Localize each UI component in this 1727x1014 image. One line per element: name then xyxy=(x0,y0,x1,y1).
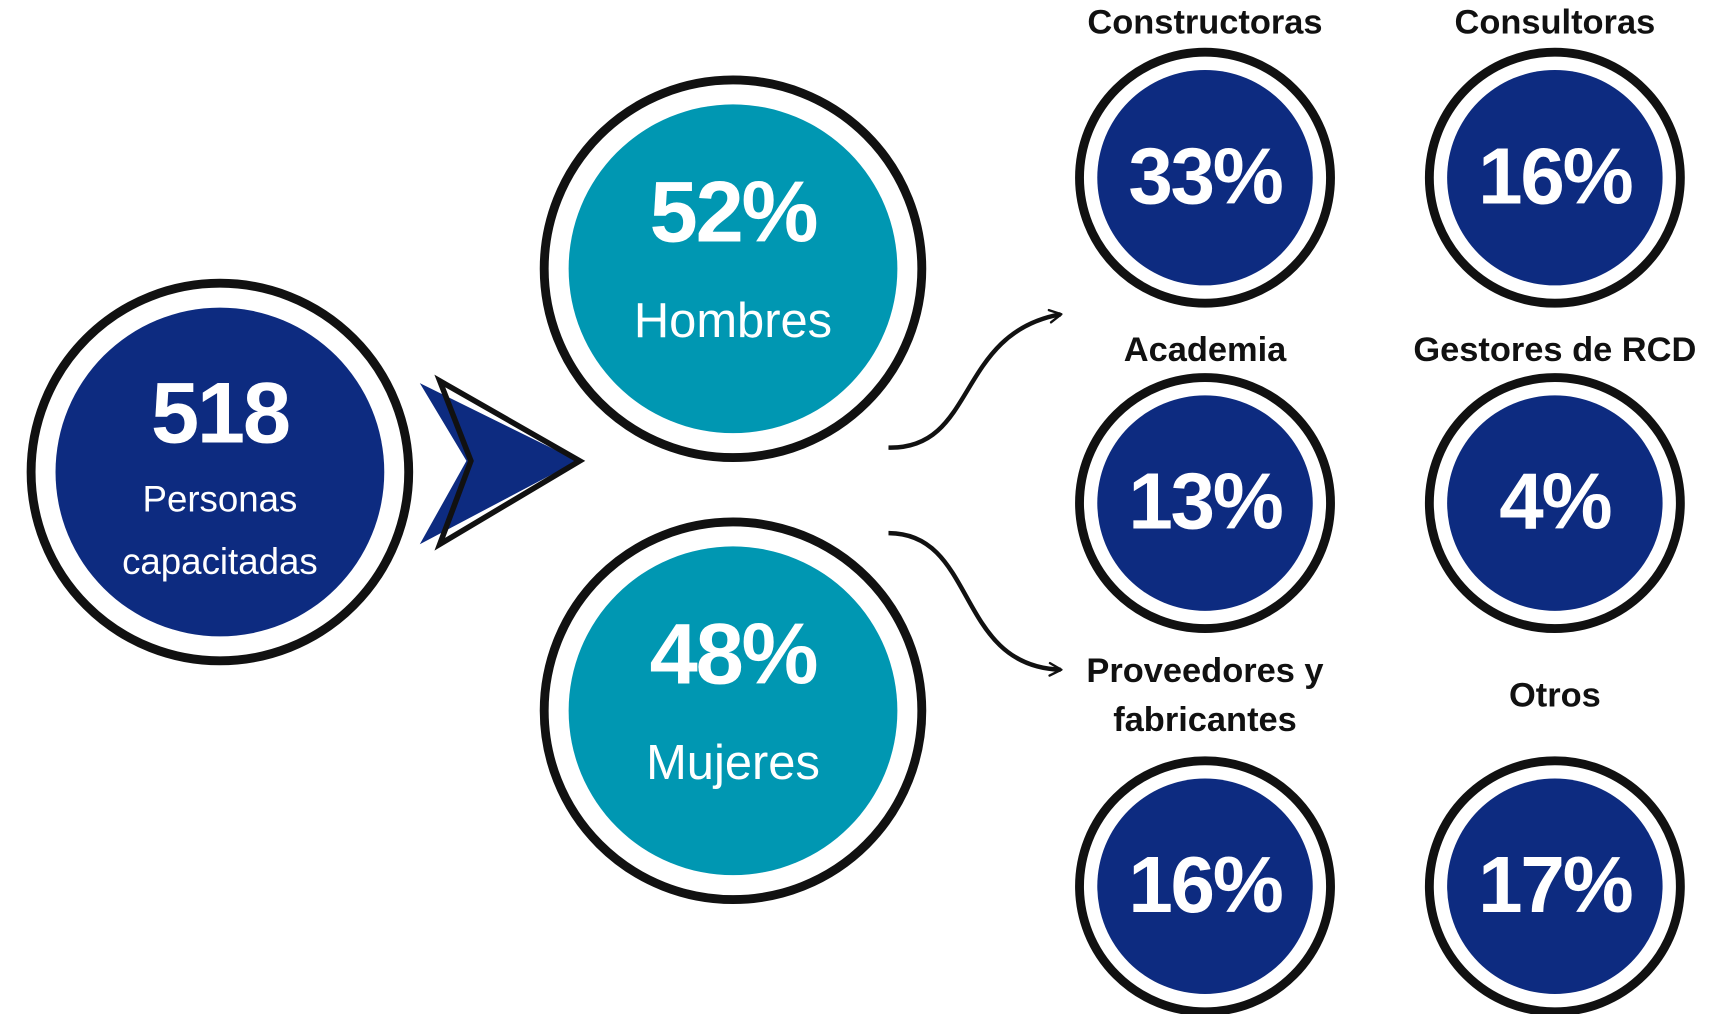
gender-label: Hombres xyxy=(634,294,832,348)
gender-value: 52% xyxy=(650,165,817,261)
gender-circle-inner xyxy=(568,104,898,434)
total-label: capacitadas xyxy=(122,541,318,582)
arrow-up xyxy=(888,308,1063,450)
arrow-down xyxy=(888,530,1063,677)
sector-label: Proveedores y xyxy=(1086,652,1323,690)
sector-value: 33% xyxy=(1128,131,1281,220)
gender-circle-inner xyxy=(568,546,898,876)
chevron-outline xyxy=(434,374,586,551)
sector-value: 4% xyxy=(1499,457,1610,546)
sector-value: 16% xyxy=(1128,840,1281,929)
chevron-fill xyxy=(419,383,578,545)
sector-circle-inner xyxy=(1447,69,1663,286)
gender-value: 48% xyxy=(650,607,817,703)
sector-label: Gestores de RCD xyxy=(1413,331,1696,369)
sector-label: Constructoras xyxy=(1087,4,1322,42)
sector-value: 13% xyxy=(1128,457,1281,546)
total-label: Personas xyxy=(143,479,298,520)
sector-circle-inner xyxy=(1447,395,1663,611)
sector-value: 17% xyxy=(1478,840,1631,929)
gender-label: Mujeres xyxy=(646,736,820,790)
sector-label: Academia xyxy=(1124,331,1287,369)
sector-circle-inner xyxy=(1447,778,1663,995)
sector-label: Otros xyxy=(1509,677,1601,715)
total-circle-inner xyxy=(55,307,385,637)
total-value: 518 xyxy=(151,366,289,462)
sector-label: Consultoras xyxy=(1454,4,1655,42)
sector-circle-inner xyxy=(1097,395,1313,611)
sector-value: 16% xyxy=(1478,131,1631,220)
sector-circle-inner xyxy=(1097,69,1313,286)
sector-circle-inner xyxy=(1097,778,1313,995)
sector-label: fabricantes xyxy=(1113,701,1297,739)
